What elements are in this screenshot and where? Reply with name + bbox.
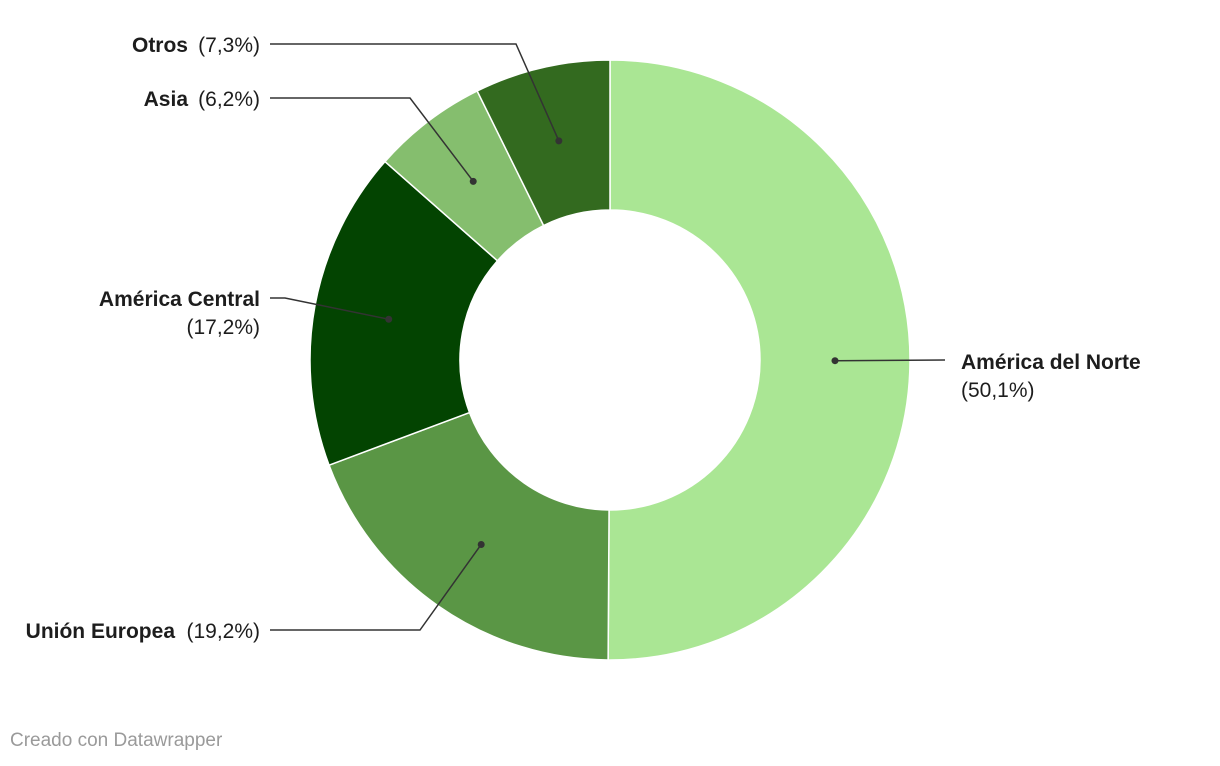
label-value-asia: (6,2%) [198,88,260,111]
label-name-otros: Otros [132,34,188,57]
label-name-america-central: América Central [99,288,260,311]
leader-line-union-europea [270,544,482,631]
label-name-america-del-norte: América del Norte [961,351,1141,374]
label-value-america-del-norte: (50,1%) [961,379,1035,402]
label-name-asia: Asia [144,88,189,111]
leader-line-asia [270,97,474,182]
label-name-union-europea: Unión Europea [26,620,176,643]
leader-dot-asia [469,177,477,185]
slices-group [309,59,911,661]
credit-text: Creado con Datawrapper [10,730,223,751]
leader-line-america-central [270,297,389,320]
leader-line-otros [270,43,560,142]
leaders-group [270,43,946,631]
label-value-otros: (7,3%) [198,34,260,57]
leader-line-america-del-norte [834,359,946,362]
leader-dot-union-europea [477,540,485,548]
leader-dot-america-central [385,315,393,323]
slice-union-europea [328,411,610,661]
slice-otros [476,59,611,227]
leader-dot-otros [555,137,563,145]
label-value-union-europea: (19,2%) [186,620,260,643]
slice-america-del-norte [607,59,911,661]
leader-dot-america-del-norte [831,357,839,365]
slice-america-central [309,160,499,467]
label-value-america-central: (17,2%) [186,316,260,339]
